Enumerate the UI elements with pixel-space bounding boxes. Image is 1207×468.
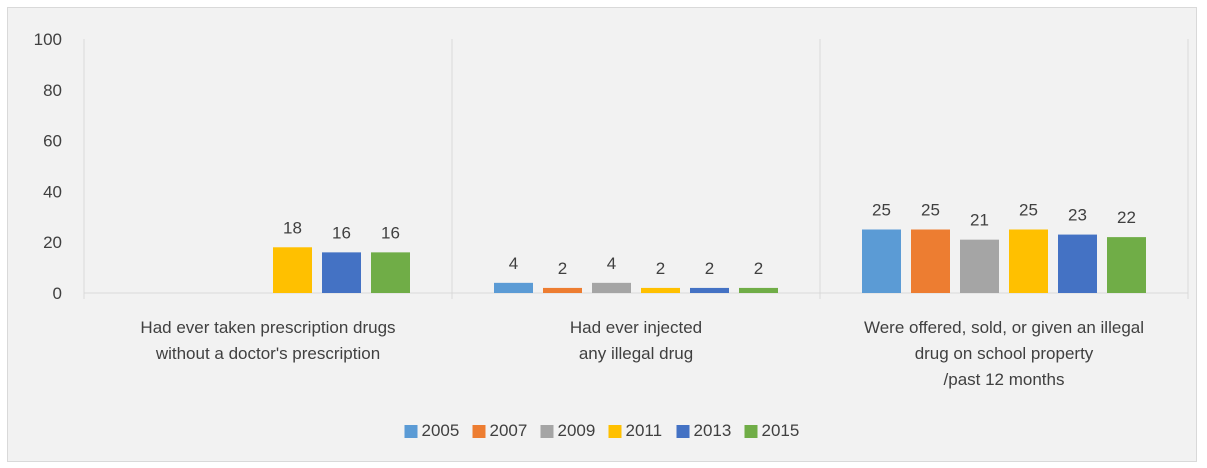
- data-label: 16: [381, 223, 400, 242]
- x-category-label: without a doctor's prescription: [155, 344, 380, 363]
- bar: [1107, 237, 1146, 293]
- y-tick-label: 80: [43, 81, 62, 100]
- data-label: 23: [1068, 206, 1087, 225]
- bar: [1058, 234, 1097, 293]
- bar: [592, 282, 631, 293]
- y-tick-label: 0: [53, 284, 62, 303]
- bar: [543, 287, 582, 293]
- bar: [739, 287, 778, 293]
- bar: [371, 252, 410, 293]
- legend-label: 2013: [694, 421, 732, 440]
- data-label: 16: [332, 223, 351, 242]
- bar: [960, 239, 999, 293]
- bar: [1009, 229, 1048, 293]
- legend-label: 2011: [626, 421, 663, 440]
- bar: [273, 247, 312, 293]
- x-category-label: Had ever injected: [570, 318, 702, 337]
- data-label: 2: [754, 259, 763, 278]
- y-tick-label: 40: [43, 182, 62, 201]
- data-label: 4: [509, 254, 518, 273]
- bar: [690, 287, 729, 293]
- data-label: 4: [607, 254, 616, 273]
- legend-swatch: [472, 425, 486, 438]
- legend-swatch: [676, 425, 690, 438]
- x-category-label: Had ever taken prescription drugs: [140, 318, 395, 337]
- data-label: 22: [1117, 208, 1136, 227]
- data-label: 21: [970, 211, 989, 230]
- bar: [494, 282, 533, 293]
- data-label: 25: [1019, 201, 1038, 220]
- data-label: 25: [872, 201, 891, 220]
- legend-label: 2007: [490, 421, 528, 440]
- data-label: 2: [656, 259, 665, 278]
- chart-area: [7, 7, 1197, 462]
- bar: [322, 252, 361, 293]
- x-category-label: /past 12 months: [944, 370, 1065, 389]
- y-tick-label: 100: [34, 30, 62, 49]
- legend-swatch: [404, 425, 418, 438]
- legend-label: 2009: [558, 421, 596, 440]
- legend-swatch: [744, 425, 758, 438]
- x-category-label: drug on school property: [915, 344, 1094, 363]
- y-tick-label: 20: [43, 233, 62, 252]
- bar: [862, 229, 901, 293]
- data-label: 18: [283, 218, 302, 237]
- legend-swatch: [540, 425, 554, 438]
- data-label: 2: [558, 259, 567, 278]
- x-category-label: Were offered, sold, or given an illegal: [864, 318, 1144, 337]
- legend-swatch: [608, 425, 622, 438]
- legend-label: 2005: [422, 421, 460, 440]
- legend-label: 2015: [762, 421, 800, 440]
- data-label: 25: [921, 201, 940, 220]
- bar: [911, 229, 950, 293]
- y-tick-label: 60: [43, 132, 62, 151]
- data-label: 2: [705, 259, 714, 278]
- x-category-label: any illegal drug: [579, 344, 693, 363]
- bar: [641, 287, 680, 293]
